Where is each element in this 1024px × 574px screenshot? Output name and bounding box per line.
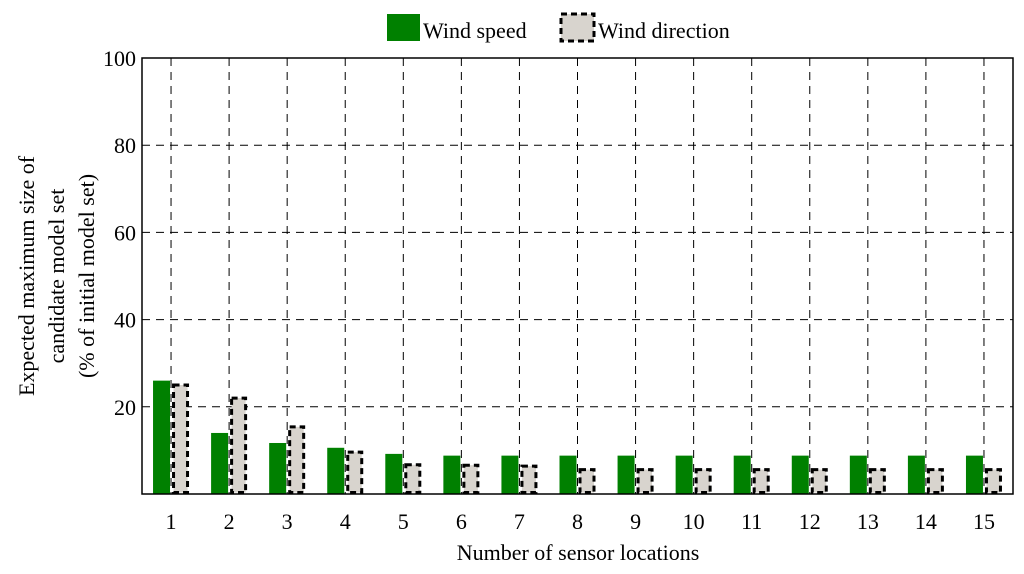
x-tick-label: 3 — [282, 509, 293, 534]
x-tick-label: 12 — [799, 509, 821, 534]
x-tick-label: 8 — [572, 509, 583, 534]
bar-wind-speed — [327, 447, 345, 494]
bar-wind-speed — [211, 432, 229, 494]
x-tick-label: 6 — [456, 509, 467, 534]
bar-wind-speed — [733, 455, 751, 494]
bar-wind-direction — [694, 468, 712, 495]
x-tick-label: 15 — [973, 509, 995, 534]
x-tick-label: 9 — [630, 509, 641, 534]
y-tick-label: 100 — [103, 46, 136, 71]
x-tick-labels: 1 2 3 4 5 6 7 8 9 10 11 12 13 14 15 — [166, 509, 995, 534]
y-tick-label: 20 — [114, 395, 136, 420]
bar-wind-speed — [443, 455, 461, 494]
x-tick-label: 11 — [741, 509, 762, 534]
x-tick-label: 1 — [166, 509, 177, 534]
x-tick-label: 14 — [915, 509, 937, 534]
bar-wind-speed — [791, 455, 809, 494]
bar-wind-direction — [288, 425, 306, 494]
bar-wind-speed — [849, 455, 867, 494]
grid-lines — [142, 58, 1013, 494]
y-tick-labels: 20 40 60 80 100 — [103, 46, 136, 420]
bar-wind-speed — [907, 455, 925, 494]
bar-wind-speed — [501, 455, 519, 494]
y-axis-label-line-2: candidate model set — [44, 189, 69, 364]
y-axis-label-line-3: (% of initial model set) — [74, 174, 99, 378]
bar-wind-direction — [230, 396, 248, 494]
bar-wind-speed — [965, 455, 983, 494]
legend-label-wind-speed: Wind speed — [423, 18, 527, 43]
bar-wind-direction — [462, 463, 480, 494]
y-axis-label-line-1: Expected maximum size of — [14, 155, 39, 396]
bar-wind-direction — [984, 468, 1002, 495]
x-tick-label: 13 — [857, 509, 879, 534]
legend-swatch-wind-direction — [559, 12, 596, 43]
bar-wind-speed — [617, 455, 635, 494]
bar-wind-direction — [636, 468, 654, 495]
x-tick-label: 2 — [224, 509, 235, 534]
bar-wind-direction — [520, 464, 538, 495]
bar-wind-direction — [752, 468, 770, 495]
x-tick-label: 10 — [683, 509, 705, 534]
x-axis-label: Number of sensor locations — [457, 540, 700, 565]
y-tick-label: 60 — [114, 220, 136, 245]
bar-wind-direction — [404, 463, 422, 494]
legend-swatch-wind-speed — [387, 14, 420, 41]
bar-wind-speed — [385, 453, 403, 494]
x-tick-label: 5 — [398, 509, 409, 534]
y-tick-label: 80 — [114, 133, 136, 158]
bar-wind-speed — [153, 380, 171, 494]
x-tick-label: 7 — [514, 509, 525, 534]
legend-label-wind-direction: Wind direction — [598, 18, 730, 43]
y-tick-label: 40 — [114, 308, 136, 333]
bar-wind-direction — [926, 468, 944, 495]
x-tick-label: 4 — [340, 509, 351, 534]
bar-wind-speed — [675, 455, 693, 494]
bar-wind-direction — [172, 383, 190, 494]
bar-wind-speed — [269, 442, 287, 494]
bar-wind-direction — [868, 468, 886, 495]
y-axis-label: Expected maximum size of candidate model… — [14, 155, 99, 396]
bar-wind-direction — [810, 468, 828, 495]
bar-wind-speed — [559, 455, 577, 494]
bar-wind-direction — [346, 450, 364, 495]
plot-frame — [141, 57, 1014, 495]
bar-wind-direction — [578, 468, 596, 495]
legend: Wind speed Wind direction — [387, 12, 730, 43]
bars-layer — [153, 380, 1002, 495]
